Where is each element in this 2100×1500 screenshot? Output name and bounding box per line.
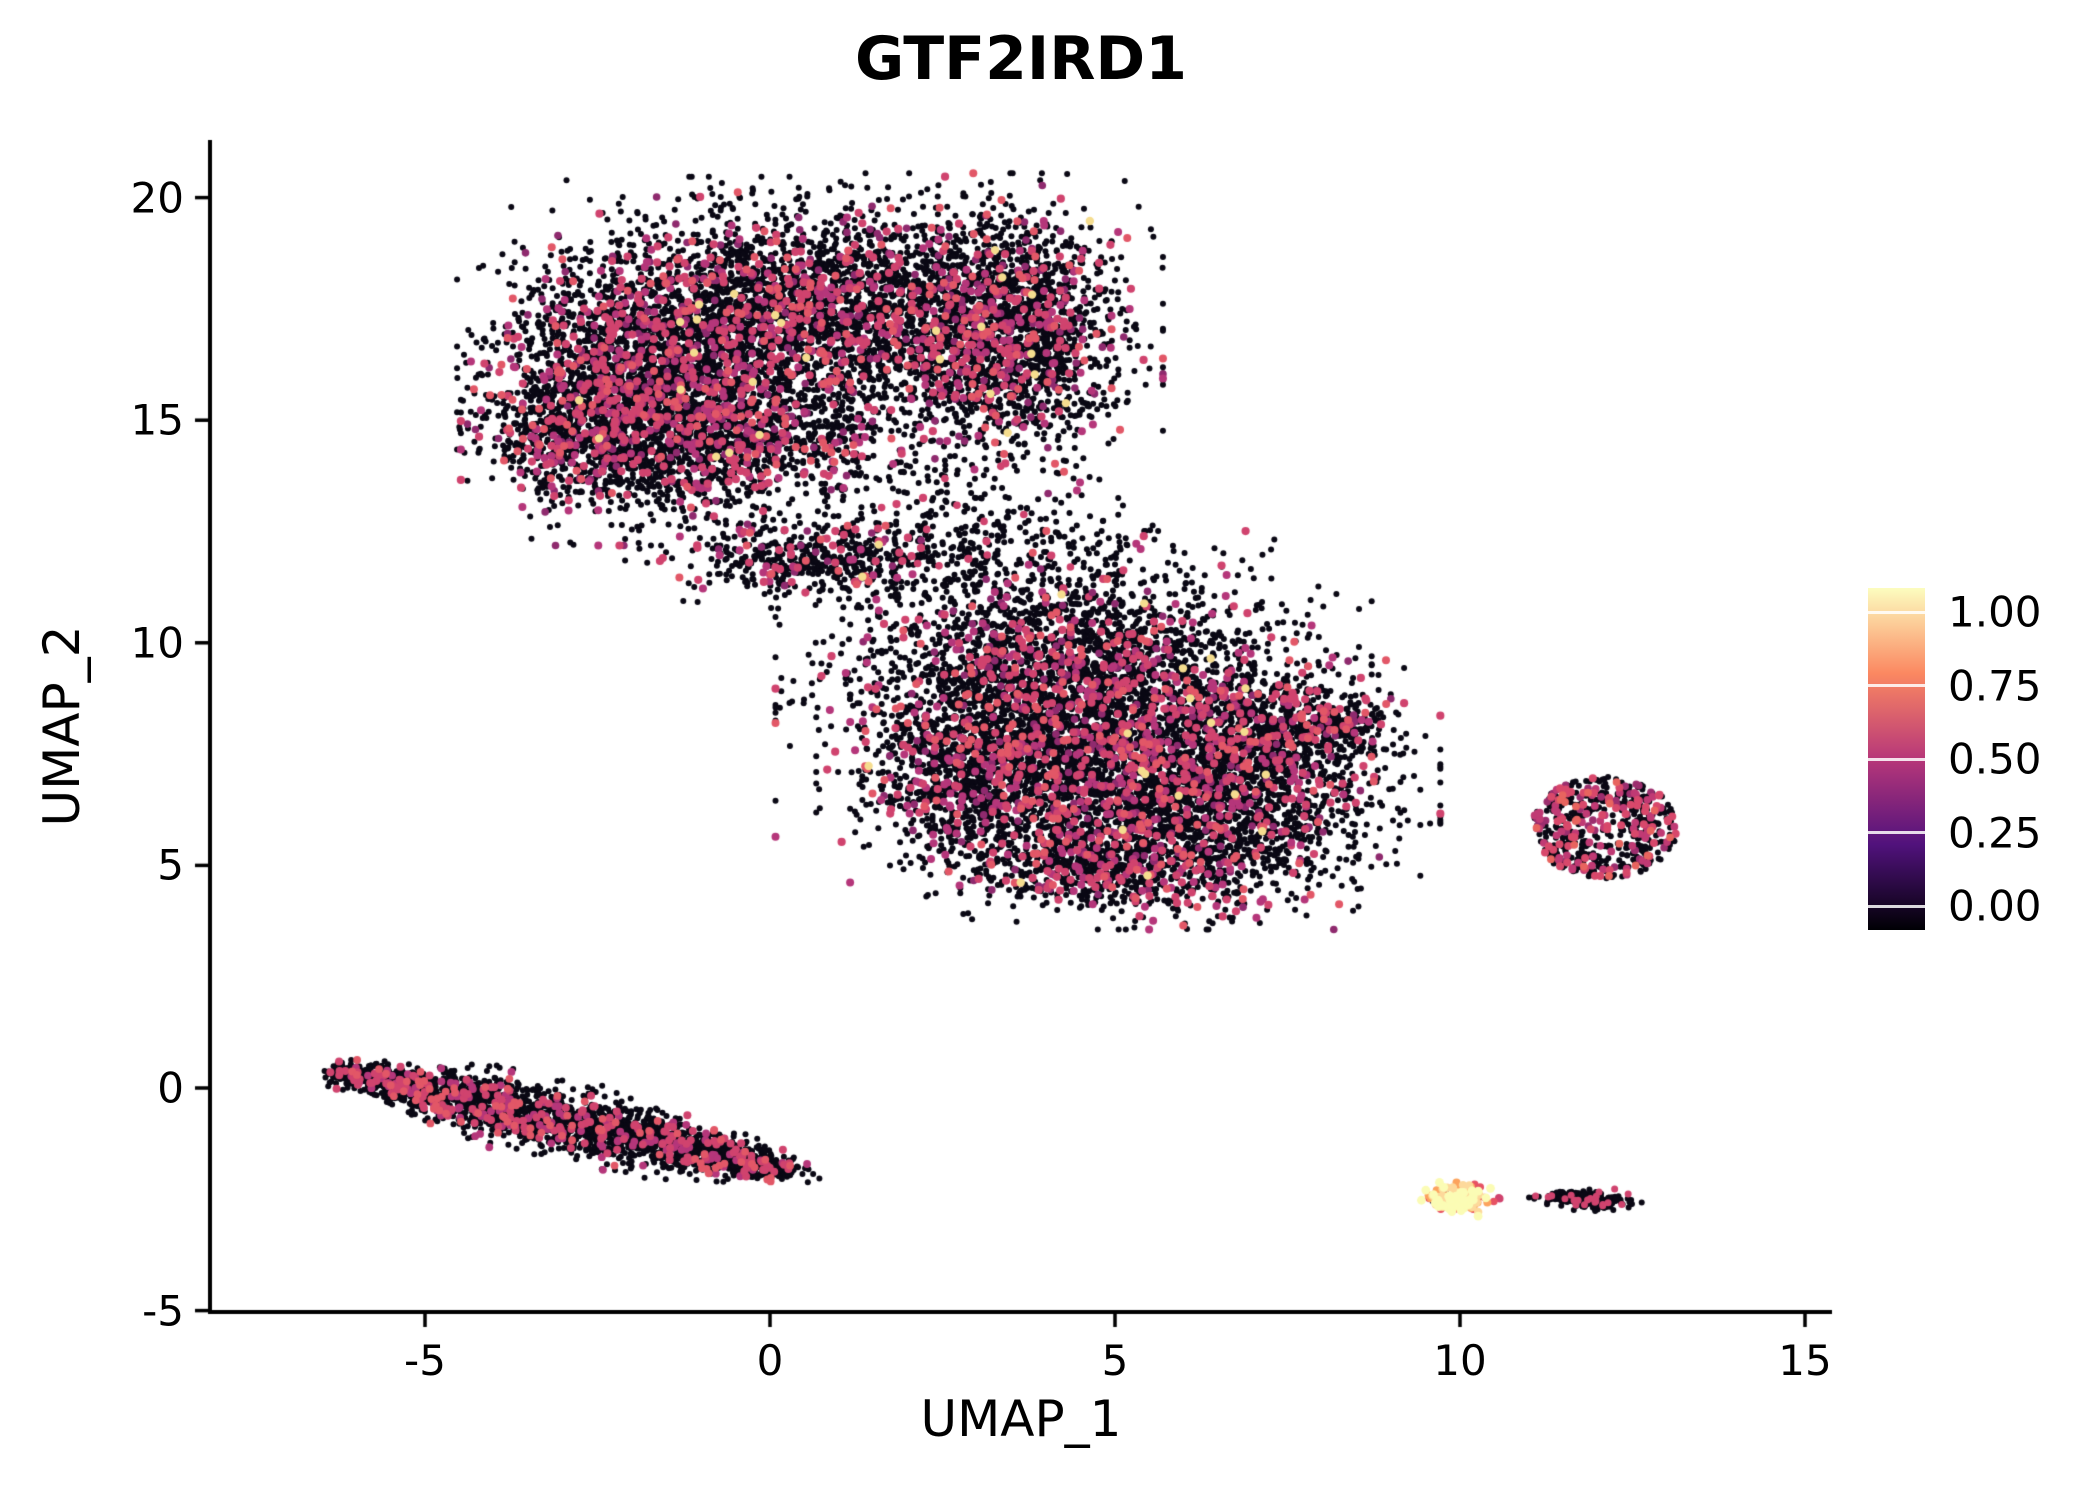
x-axis-tick-label: 15 <box>1778 1336 1832 1385</box>
colorbar-tick-mark <box>1868 684 1925 687</box>
y-axis-tick-label: 0 <box>157 1063 184 1113</box>
x-axis-tick-label: 10 <box>1433 1336 1487 1385</box>
y-axis-tick-label: 20 <box>130 173 184 223</box>
colorbar-tick-label: 1.00 <box>1948 587 2042 637</box>
colorbar-tick-label: 0.75 <box>1948 661 2042 710</box>
colorbar-tick-mark <box>1868 831 1925 834</box>
x-axis-tick-label: 5 <box>1101 1336 1129 1385</box>
y-axis-tick-label: 5 <box>157 840 184 890</box>
x-axis-label: UMAP_1 <box>920 1390 1122 1448</box>
colorbar-tick-mark <box>1868 610 1925 614</box>
expression-colorbar <box>1868 588 1925 930</box>
colorbar-tick-label: 0.50 <box>1948 734 2042 784</box>
y-axis-tick-label: 10 <box>130 618 184 668</box>
y-axis-label: UMAP_2 <box>33 625 91 827</box>
y-axis-tick-label: -5 <box>142 1286 184 1336</box>
colorbar-tick-label: 0.25 <box>1948 808 2042 857</box>
colorbar-tick-mark <box>1868 904 1925 908</box>
x-axis-tick-label: -5 <box>404 1336 446 1385</box>
plot-title: GTF2IRD1 <box>855 24 1187 94</box>
colorbar-tick-mark <box>1868 757 1925 761</box>
y-axis-tick-label: 15 <box>130 395 184 445</box>
x-axis-tick-label: 0 <box>756 1336 784 1385</box>
colorbar-tick-label: 0.00 <box>1948 881 2042 931</box>
